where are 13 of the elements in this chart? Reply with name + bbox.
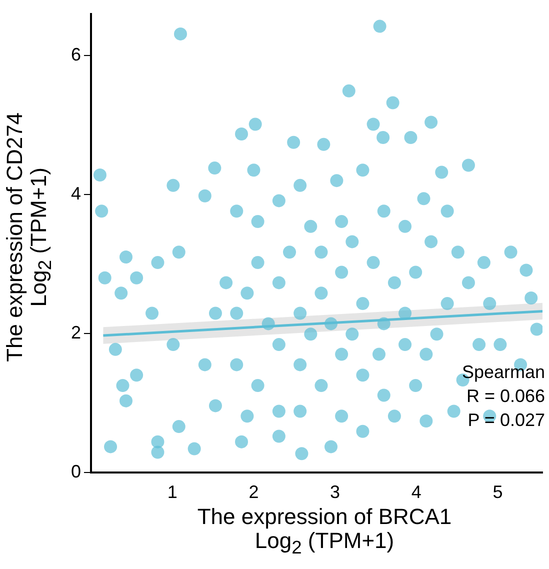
y-tick-label: 4 bbox=[70, 183, 82, 204]
annotation: P = 0.027 bbox=[468, 410, 545, 430]
y-tick-label: 2 bbox=[70, 322, 82, 342]
x-tick-label: 4 bbox=[411, 482, 422, 502]
y-tick-label: 0 bbox=[70, 461, 82, 482]
x-tick-label: 1 bbox=[167, 482, 178, 502]
x-tick-label: 3 bbox=[330, 482, 340, 502]
annotation: R = 0.066 bbox=[466, 386, 545, 406]
annotation: Spearman bbox=[462, 362, 545, 382]
x-axis-title: The expression of BRCA1 Log$_{2}$ (TPM+1) bbox=[196, 504, 453, 560]
y-tick-label: 6 bbox=[70, 44, 82, 64]
x-tick-label: 5 bbox=[492, 482, 503, 502]
x-tick-label: 2 bbox=[248, 482, 259, 502]
